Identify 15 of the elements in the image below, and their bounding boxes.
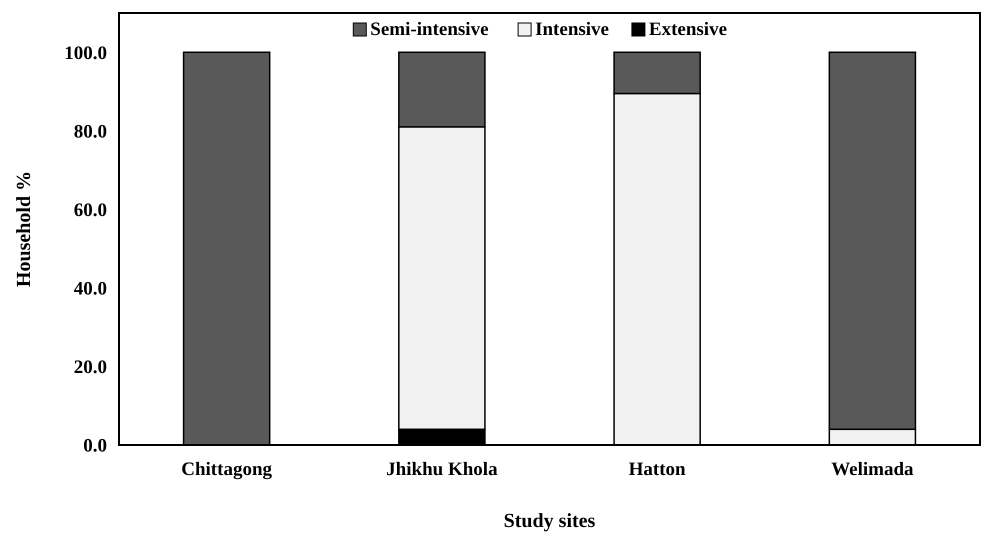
y-tick-label: 80.0 — [74, 121, 107, 142]
x-tick-label: Hatton — [628, 459, 686, 480]
y-tick-label: 0.0 — [83, 436, 107, 457]
y-tick-label: 60.0 — [74, 200, 107, 222]
y-axis-title: Household % — [13, 170, 35, 288]
x-tick-label: Jhikhu Khola — [386, 459, 498, 480]
legend-label: Intensive — [535, 19, 610, 40]
x-tick-label: Chittagong — [181, 459, 273, 480]
y-tick-label: 20.0 — [74, 357, 107, 378]
y-tick-label: 40.0 — [74, 278, 107, 300]
legend-label: Extensive — [648, 19, 728, 40]
x-axis-title: Study sites — [504, 510, 596, 532]
legend-label: Semi-intensive — [370, 19, 489, 40]
y-tick-label: 100.0 — [64, 42, 107, 64]
x-tick-label: Welimada — [831, 459, 914, 480]
